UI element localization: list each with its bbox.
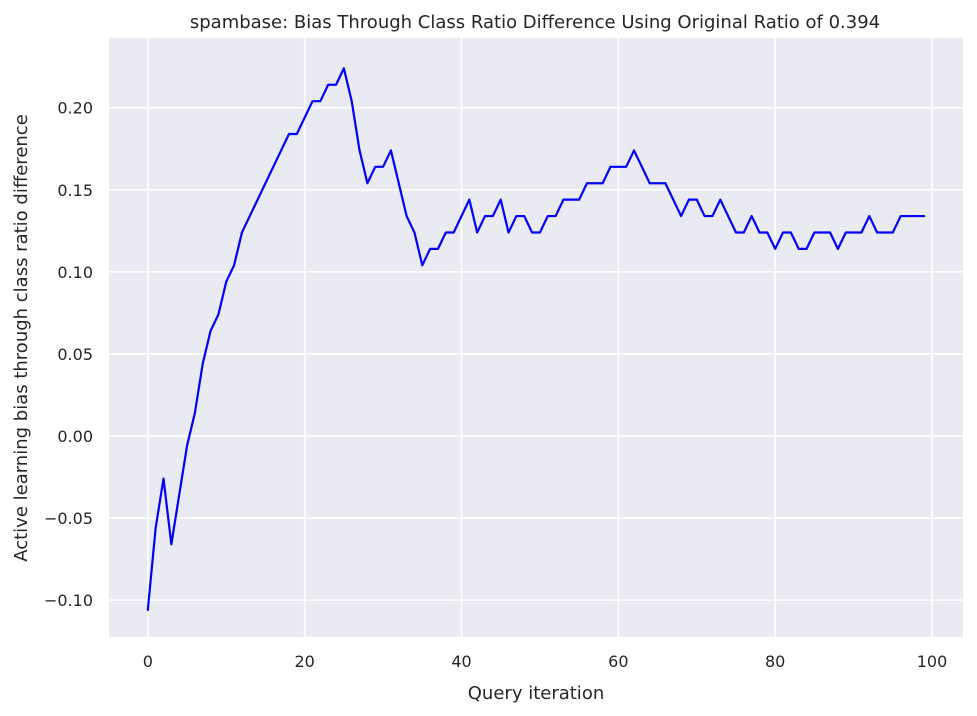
x-gridlines [147,38,933,637]
y-tick-label: 0.20 [57,99,93,118]
y-tick-label: 0.05 [57,345,93,364]
x-tick-label: 80 [765,652,785,671]
x-tick-label: 40 [451,652,471,671]
y-tick-label: 0.15 [57,181,93,200]
x-tick-label: 0 [143,652,153,671]
chart-title: spambase: Bias Through Class Ratio Diffe… [190,12,880,33]
plot-area [109,38,963,637]
y-tick-label: 0.00 [57,427,93,446]
y-gridlines [109,106,963,601]
x-tick-label: 60 [608,652,628,671]
y-tick-label: 0.10 [57,263,93,282]
x-tick-label: 100 [917,652,948,671]
y-tick-labels: −0.10 −0.05 0.00 0.05 0.10 0.15 0.20 [44,99,93,610]
series-line [146,67,926,612]
y-tick-label: −0.10 [44,591,93,610]
y-tick-label: −0.05 [44,509,93,528]
y-axis-label: Active learning bias through class ratio… [11,114,32,562]
x-tick-label: 20 [294,652,314,671]
x-axis-label: Query iteration [468,683,604,704]
x-tick-labels: 0 20 40 60 80 100 [143,652,948,671]
series-layer [146,67,926,612]
